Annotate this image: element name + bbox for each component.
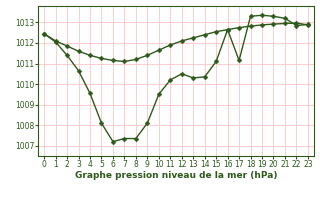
- X-axis label: Graphe pression niveau de la mer (hPa): Graphe pression niveau de la mer (hPa): [75, 171, 277, 180]
